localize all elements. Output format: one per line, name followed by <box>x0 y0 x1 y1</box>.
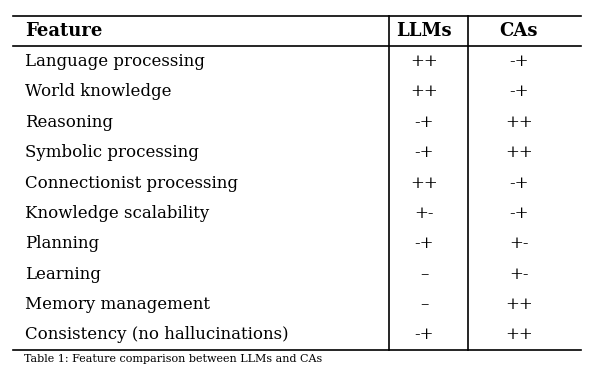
Text: –: – <box>420 296 428 313</box>
Text: Table 1: Feature comparison between LLMs and CAs: Table 1: Feature comparison between LLMs… <box>24 354 322 364</box>
Text: Feature: Feature <box>25 22 102 40</box>
Text: -+: -+ <box>509 175 529 191</box>
Text: ++: ++ <box>410 175 438 191</box>
Text: ++: ++ <box>505 326 533 343</box>
Text: -+: -+ <box>415 235 434 252</box>
Text: +-: +- <box>509 235 529 252</box>
Text: -+: -+ <box>509 83 529 100</box>
Text: -+: -+ <box>415 114 434 131</box>
Text: Consistency (no hallucinations): Consistency (no hallucinations) <box>25 326 289 343</box>
Text: CAs: CAs <box>500 22 538 40</box>
Text: ++: ++ <box>505 296 533 313</box>
Text: -+: -+ <box>415 144 434 161</box>
Text: +-: +- <box>415 205 434 222</box>
Text: ++: ++ <box>410 53 438 70</box>
Text: Connectionist processing: Connectionist processing <box>25 175 238 191</box>
Text: World knowledge: World knowledge <box>25 83 172 100</box>
Text: +-: +- <box>509 266 529 283</box>
Text: Knowledge scalability: Knowledge scalability <box>25 205 209 222</box>
Text: Reasoning: Reasoning <box>25 114 113 131</box>
Text: Learning: Learning <box>25 266 101 283</box>
Text: -+: -+ <box>415 326 434 343</box>
Text: ++: ++ <box>505 114 533 131</box>
Text: LLMs: LLMs <box>396 22 452 40</box>
Text: –: – <box>420 266 428 283</box>
Text: ++: ++ <box>410 83 438 100</box>
Text: Language processing: Language processing <box>25 53 205 70</box>
Text: Memory management: Memory management <box>25 296 210 313</box>
Text: ++: ++ <box>505 144 533 161</box>
Text: Symbolic processing: Symbolic processing <box>25 144 199 161</box>
Text: -+: -+ <box>509 205 529 222</box>
Text: Planning: Planning <box>25 235 99 252</box>
Text: -+: -+ <box>509 53 529 70</box>
